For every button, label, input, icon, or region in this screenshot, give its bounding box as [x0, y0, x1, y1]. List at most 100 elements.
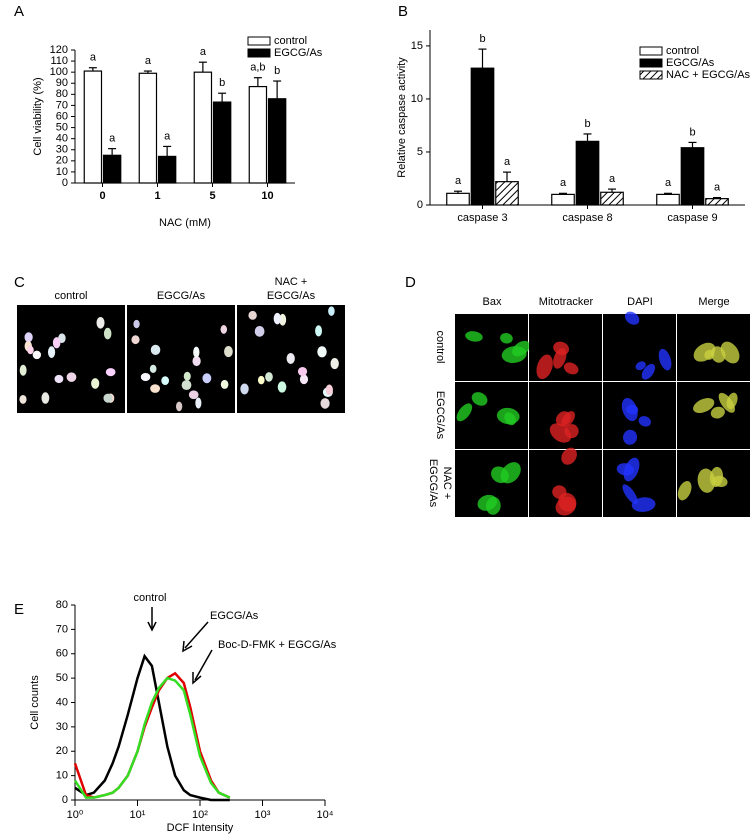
y-tick-label: 80	[56, 599, 68, 611]
nucleus	[286, 353, 295, 364]
y-tick-label: 5	[417, 146, 423, 158]
y-axis-label: Relative caspase activity	[396, 57, 408, 178]
error-bar	[664, 192, 672, 195]
panel-label: A	[14, 3, 24, 20]
error-bar	[559, 192, 567, 195]
nucleus	[150, 344, 161, 355]
nucleus	[47, 346, 56, 359]
nucleus	[66, 372, 77, 382]
bar	[102, 154, 122, 184]
nucleus	[188, 390, 199, 400]
nucleus	[277, 381, 287, 393]
bar	[138, 72, 158, 184]
bar	[470, 67, 495, 206]
x-tick-label: 5	[209, 190, 215, 202]
cell	[624, 311, 640, 325]
nucleus	[150, 384, 161, 393]
significance-label: b	[274, 65, 280, 77]
y-tick-label: 40	[56, 133, 68, 145]
cell	[564, 424, 579, 439]
y-tick-label: 0	[62, 794, 68, 806]
row-label-line: NAC +	[441, 467, 453, 500]
row-label-line: control	[434, 330, 446, 363]
bar	[83, 70, 103, 184]
cell	[552, 485, 567, 499]
y-axis-label: Cell counts	[29, 675, 41, 730]
x-tick-label: 10	[261, 190, 273, 202]
error-bar	[273, 80, 282, 99]
annotation: Boc-D-FMK + EGCG/As	[218, 639, 337, 651]
y-tick-label: 0	[417, 199, 423, 211]
x-tick-label: 10³	[255, 809, 271, 821]
x-axis-label: DCF Intensity	[167, 822, 234, 834]
image-label-line: NAC +	[275, 276, 308, 288]
nucleus	[220, 325, 228, 334]
panel-label: C	[14, 274, 25, 291]
panel-label: D	[405, 274, 416, 291]
significance-label: a	[109, 133, 116, 145]
column-label: DAPI	[627, 296, 653, 308]
cell	[491, 466, 509, 484]
nucleus	[41, 392, 50, 404]
bar	[248, 85, 268, 184]
column-label: Merge	[698, 296, 729, 308]
error-bar	[108, 148, 117, 156]
significance-label: a	[164, 130, 171, 142]
bar	[551, 193, 575, 206]
y-tick-label: 70	[56, 99, 68, 111]
nucleus	[91, 378, 100, 389]
significance-label: a	[145, 55, 152, 67]
error-bar	[88, 67, 97, 72]
y-tick-label: 15	[411, 40, 423, 52]
nucleus	[19, 364, 27, 376]
image-label: EGCG/As	[157, 290, 206, 302]
error-bar	[218, 92, 227, 103]
image-label-line: EGCG/As	[157, 290, 206, 302]
error-bar	[143, 70, 152, 74]
nucleus	[317, 346, 327, 358]
y-tick-label: 60	[56, 648, 68, 660]
nucleus	[195, 397, 202, 409]
cell	[504, 412, 516, 426]
column-label: Bax	[483, 296, 502, 308]
cell	[693, 398, 715, 414]
cell	[553, 341, 570, 356]
panel-label: E	[14, 601, 24, 618]
significance-label: b	[689, 126, 695, 138]
y-tick-label: 50	[56, 121, 68, 133]
significance-label: a	[665, 177, 672, 189]
nucleus	[299, 374, 309, 385]
cell	[720, 341, 740, 364]
y-tick-label: 50	[56, 672, 68, 684]
bar	[193, 71, 213, 184]
line	[73, 671, 231, 799]
significance-label: a	[200, 46, 207, 58]
y-tick-label: 110	[50, 55, 68, 67]
nucleus	[161, 376, 170, 386]
nucleus	[240, 383, 249, 395]
nucleus	[224, 346, 233, 358]
cell	[465, 331, 483, 342]
nucleus	[140, 372, 151, 382]
cell	[500, 332, 513, 344]
x-tick-label: caspase 3	[457, 212, 507, 224]
cell	[536, 354, 553, 380]
image-label: control	[54, 290, 87, 302]
y-tick-label: 120	[50, 44, 68, 56]
nucleus	[52, 337, 61, 349]
nucleus	[103, 327, 112, 340]
micrograph	[603, 314, 676, 381]
nucleus	[325, 384, 333, 396]
annotation-arrows	[147, 607, 213, 685]
nucleus	[103, 393, 113, 403]
y-tick-label: 10	[56, 166, 68, 178]
bar	[212, 101, 232, 184]
cell	[626, 404, 639, 415]
nucleus	[96, 316, 105, 329]
cell	[710, 406, 725, 419]
micrograph	[127, 305, 235, 413]
row-label-line: EGCG/As	[427, 459, 439, 508]
bar	[575, 140, 600, 206]
error-bar	[688, 141, 697, 148]
nucleus	[131, 335, 140, 345]
